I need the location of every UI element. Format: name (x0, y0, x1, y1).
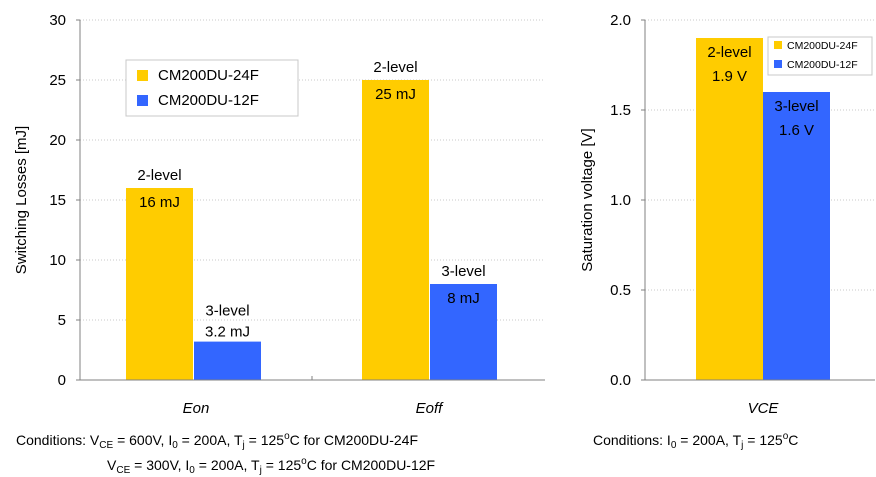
left-legend-label-24f: CM200DU-24F (158, 67, 259, 84)
right-conditions-line: Conditions: I0 = 200A, Tj = 125oC (593, 431, 798, 451)
right-y-tick-label: 1.0 (610, 192, 631, 209)
right-legend-label-24f: CM200DU-24F (787, 40, 858, 52)
left-data-label-level-eon-24f: 2-level (137, 167, 181, 184)
left-bar-eon-12f (194, 341, 261, 380)
right-y-axis-label: Saturation voltage [V] (579, 128, 596, 271)
right-y-tick-label: 0.5 (610, 282, 631, 299)
right-bar-vce-24f (696, 38, 763, 380)
left-data-label-level-eon-12f: 3-level (205, 303, 249, 320)
left-legend-box (125, 59, 299, 117)
left-data-label-level-eoff-24f: 2-level (373, 59, 417, 76)
left-data-label-value-eon-24f: 16 mJ (139, 194, 180, 211)
left-legend-swatch-12f (137, 95, 148, 106)
right-legend-swatch-12f (774, 60, 782, 68)
left-conditions-line-2: VCE = 300V, I0 = 200A, Tj = 125oC for CM… (107, 456, 435, 476)
left-legend-swatch-24f (137, 70, 148, 81)
left-data-label-level-eoff-12f: 3-level (441, 263, 485, 280)
right-bars (696, 38, 830, 380)
left-y-axis-label: Switching Losses [mJ] (13, 126, 30, 274)
left-category-label-eoff: Eoff (416, 400, 445, 417)
right-y-tick-label: 2.0 (610, 12, 631, 29)
left-category-label-eon: Eon (183, 400, 210, 417)
right-legend: CM200DU-24F CM200DU-12F (767, 36, 873, 76)
left-data-labels: 2-level 16 mJ 2-level 25 mJ 3-level 3.2 mJ 3-l… (137, 59, 485, 341)
left-bar-eoff-12f (430, 284, 497, 380)
left-data-label-value-eon-12f: 3.2 mJ (205, 324, 250, 341)
right-y-tick-label: 1.5 (610, 102, 631, 119)
right-data-label-level-vce-24f: 2-level (707, 44, 751, 61)
right-y-tick-labels: 0.0 0.5 1.0 1.5 2.0 (610, 12, 645, 389)
left-data-label-value-eoff-24f: 25 mJ (375, 86, 416, 103)
right-data-label-value-vce-24f: 1.9 V (712, 68, 747, 85)
right-bar-vce-12f (763, 92, 830, 380)
right-data-labels: 2-level 1.9 V 3-level 1.6 V (707, 44, 818, 139)
left-conditions-line-1: Conditions: VCE = 600V, I0 = 200A, Tj = … (16, 431, 418, 451)
left-bars (126, 80, 497, 380)
left-legend: CM200DU-24F CM200DU-12F (125, 59, 299, 117)
left-y-tick-label: 15 (49, 192, 66, 209)
right-data-label-value-vce-12f: 1.6 V (779, 122, 814, 139)
left-y-tick-label: 20 (49, 132, 66, 149)
right-category-label-vce: VCE (748, 400, 780, 417)
right-legend-box (767, 36, 873, 76)
left-data-label-value-eoff-12f: 8 mJ (447, 290, 480, 307)
right-y-tick-label: 0.0 (610, 372, 631, 389)
right-legend-label-12f: CM200DU-12F (787, 59, 858, 71)
left-y-tick-label: 0 (58, 372, 66, 389)
left-legend-label-12f: CM200DU-12F (158, 92, 259, 109)
left-bar-eoff-24f (362, 80, 429, 380)
right-data-label-level-vce-12f: 3-level (774, 98, 818, 115)
left-y-tick-label: 10 (49, 252, 66, 269)
right-legend-swatch-24f (774, 41, 782, 49)
left-y-tick-label: 5 (58, 312, 66, 329)
left-y-tick-labels: 0 5 10 15 20 25 30 (49, 12, 313, 389)
left-y-tick-label: 30 (49, 12, 66, 29)
left-y-tick-label: 25 (49, 72, 66, 89)
left-bar-eon-24f (126, 188, 193, 380)
